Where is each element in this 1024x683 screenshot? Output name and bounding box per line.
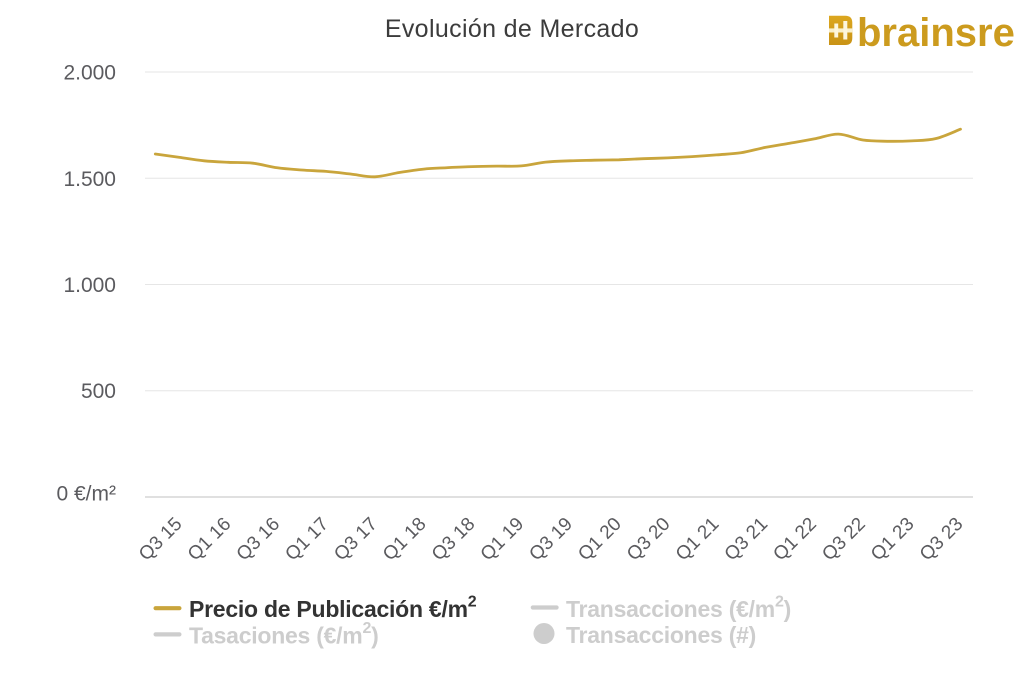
svg-text:Transacciones (#): Transacciones (#) [566,622,756,648]
svg-text:Evolución de Mercado: Evolución de Mercado [385,15,639,43]
svg-text:1.000: 1.000 [63,274,116,297]
svg-text:Precio de Publicación €/m2: Precio de Publicación €/m2 [189,594,477,623]
svg-text:0 €/m²: 0 €/m² [56,483,116,506]
svg-text:500: 500 [81,380,116,403]
svg-text:Tasaciones (€/m2): Tasaciones (€/m2) [189,620,379,649]
svg-text:Transacciones (€/m2): Transacciones (€/m2) [566,594,791,623]
svg-text:2.000: 2.000 [63,62,116,85]
svg-text:1.500: 1.500 [63,168,116,191]
svg-text:brainsre: brainsre [857,11,1015,55]
